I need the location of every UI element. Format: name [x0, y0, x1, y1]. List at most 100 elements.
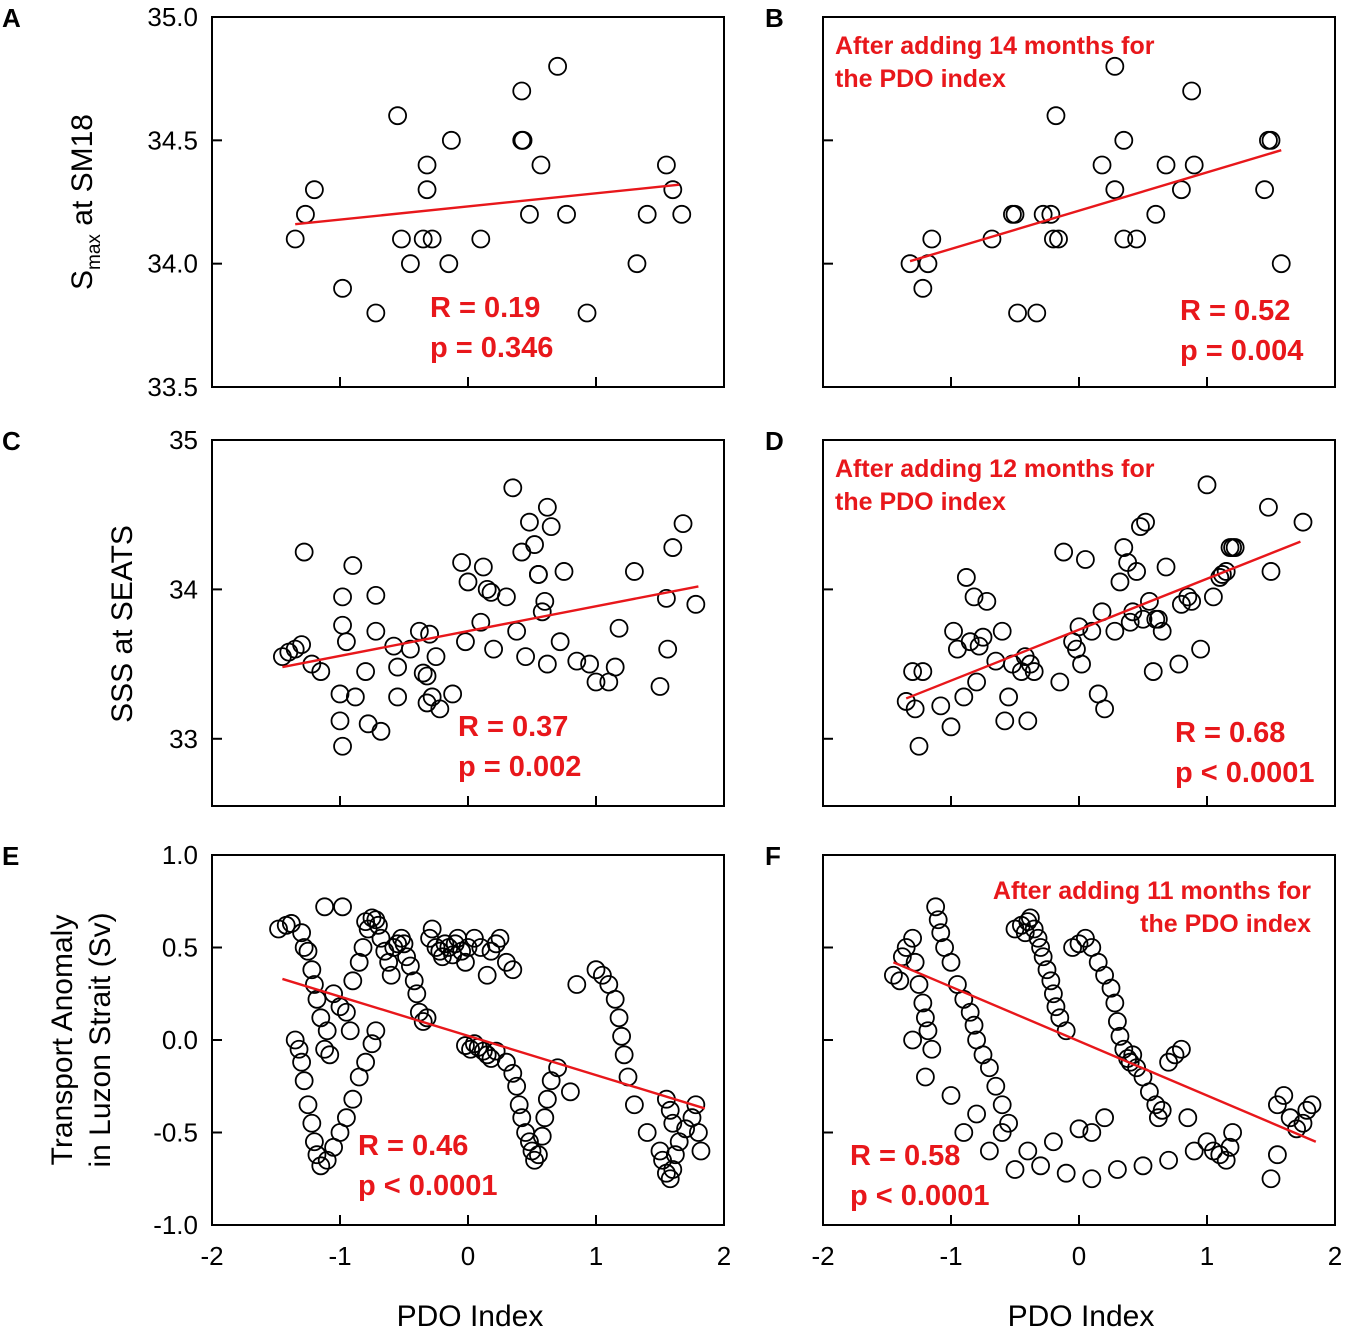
data-point	[388, 106, 408, 126]
data-point	[605, 989, 625, 1009]
p-value: p < 0.0001	[1175, 757, 1314, 789]
data-point	[477, 1045, 497, 1065]
data-point	[1184, 1141, 1204, 1161]
data-point	[941, 717, 961, 737]
data-point	[548, 1058, 567, 1078]
data-point	[535, 591, 555, 611]
data-point	[320, 1045, 340, 1065]
data-point	[986, 1076, 1006, 1096]
data-point	[294, 938, 314, 957]
data-point	[503, 960, 523, 980]
data-point	[1095, 1108, 1114, 1128]
data-point	[586, 960, 606, 980]
data-point	[995, 711, 1015, 731]
p-value: p < 0.0001	[850, 1180, 989, 1212]
data-point	[1049, 229, 1068, 249]
regression-line	[282, 585, 699, 669]
x-tick-label: 0	[461, 1241, 475, 1271]
data-point	[1261, 562, 1281, 581]
data-point	[404, 971, 424, 991]
data-point	[1178, 587, 1198, 607]
data-point	[941, 952, 961, 972]
data-point	[426, 647, 446, 667]
data-point	[1033, 204, 1053, 224]
data-point	[686, 1095, 706, 1115]
data-point	[1056, 1163, 1076, 1183]
regression-line	[892, 961, 1317, 1143]
note-line-2: the PDO index	[835, 65, 1006, 93]
data-point	[1069, 934, 1089, 954]
r-value: R = 0.46	[358, 1130, 468, 1162]
data-point	[1092, 155, 1112, 175]
data-point	[1156, 155, 1176, 175]
data-point	[343, 971, 363, 991]
p-value: p = 0.002	[458, 751, 581, 783]
data-point	[1069, 1119, 1089, 1139]
data-point	[977, 591, 997, 611]
x-tick-label: -2	[811, 1241, 834, 1271]
data-point	[368, 915, 388, 935]
data-point	[967, 672, 986, 692]
data-point	[413, 663, 433, 683]
data-point	[315, 897, 335, 917]
data-point	[922, 229, 942, 249]
data-point	[294, 542, 314, 562]
data-point	[625, 562, 644, 581]
data-point	[1271, 254, 1291, 274]
data-point	[285, 639, 305, 659]
data-point	[336, 632, 356, 652]
data-point	[954, 687, 974, 707]
data-point	[520, 204, 539, 224]
data-point	[657, 155, 676, 175]
data-point	[1082, 621, 1102, 641]
data-point	[471, 612, 491, 632]
data-point	[1044, 984, 1063, 1004]
data-point	[884, 965, 903, 985]
data-point	[525, 535, 544, 554]
data-point	[900, 254, 920, 274]
data-point	[1018, 1141, 1038, 1161]
data-point	[1182, 81, 1202, 101]
data-point	[388, 934, 408, 954]
data-point	[1088, 952, 1108, 972]
data-point	[1146, 1095, 1166, 1115]
data-point	[471, 229, 491, 249]
data-point	[1018, 711, 1038, 731]
data-point	[1210, 1145, 1230, 1165]
data-point	[456, 952, 475, 972]
data-point	[461, 1039, 480, 1059]
data-point	[302, 1113, 322, 1133]
data-point	[371, 928, 391, 948]
data-point	[516, 1123, 535, 1142]
p-value: p = 0.346	[430, 332, 553, 364]
data-point	[1108, 1160, 1127, 1179]
data-point	[333, 278, 352, 298]
panel-f: -2 -1 0 1 2 F R = 0.58 p < 0.0001 After adding 1…	[765, 841, 1342, 1271]
data-point	[304, 180, 324, 200]
data-point	[503, 1063, 523, 1083]
data-point	[541, 1071, 561, 1091]
data-point	[302, 960, 322, 980]
data-point	[1050, 1008, 1070, 1028]
data-point	[1076, 928, 1095, 948]
data-point	[916, 1008, 935, 1028]
data-point	[345, 687, 365, 707]
data-point	[1127, 229, 1146, 249]
data-point	[458, 938, 478, 957]
data-point	[366, 621, 386, 641]
data-point	[443, 684, 463, 704]
data-point	[992, 621, 1012, 641]
data-point	[532, 602, 552, 622]
data-point	[400, 956, 420, 976]
panel-letter: C	[2, 426, 21, 456]
data-point	[609, 1008, 629, 1028]
data-point	[586, 672, 606, 692]
data-point	[333, 615, 352, 635]
data-point	[1172, 594, 1191, 614]
data-point	[658, 639, 678, 659]
data-point	[922, 1039, 942, 1059]
data-point	[413, 1012, 433, 1031]
panel-letter: B	[765, 3, 784, 33]
data-point	[315, 1039, 335, 1059]
data-point	[340, 1021, 360, 1041]
